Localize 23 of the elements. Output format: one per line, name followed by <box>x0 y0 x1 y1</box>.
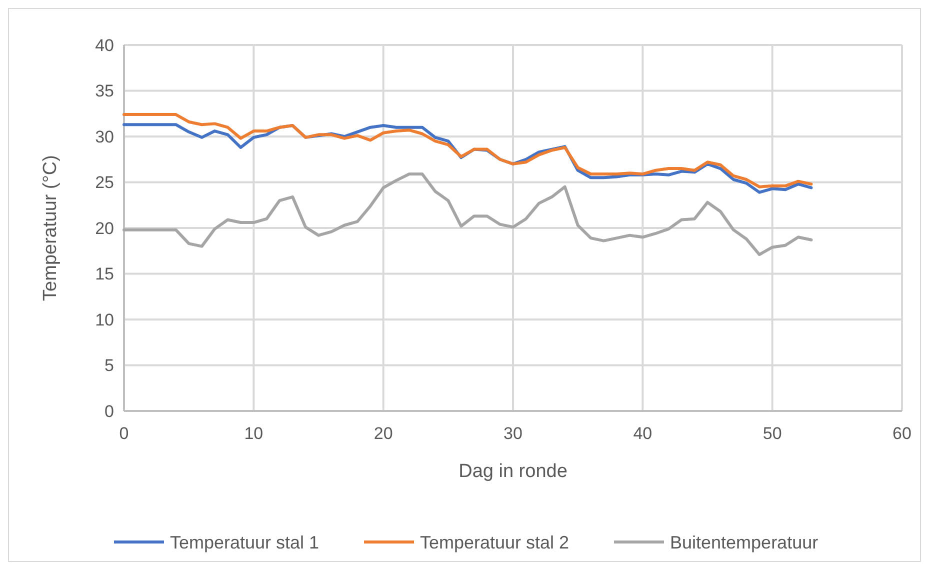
y-tick-label: 10 <box>95 310 114 330</box>
line-series <box>122 113 813 188</box>
legend-label: Temperatuur stal 2 <box>420 532 570 552</box>
x-tick-label: 30 <box>504 424 522 443</box>
y-tick-label: 0 <box>104 402 114 421</box>
x-axis-title: Dag in ronde <box>458 461 568 482</box>
y-tick-label: 35 <box>95 82 114 101</box>
line-series <box>122 172 813 256</box>
x-tick-label: 0 <box>119 424 129 443</box>
legend-label: Temperatuur stal 1 <box>170 532 320 552</box>
legend-label: Buitentemperatuur <box>670 532 818 552</box>
x-tick-label: 20 <box>374 424 393 443</box>
y-tick-label: 30 <box>95 127 114 146</box>
x-tick-label: 50 <box>762 424 782 443</box>
x-tick-label: 40 <box>633 424 652 443</box>
x-tick-label: 10 <box>244 424 264 443</box>
y-tick-label: 5 <box>104 356 114 376</box>
y-tick-label: 40 <box>95 36 114 55</box>
y-axis-title: Temperatuur (°C) <box>40 155 61 301</box>
y-tick-label: 15 <box>95 264 114 284</box>
y-tick-label: 20 <box>95 218 114 238</box>
y-tick-label: 25 <box>95 173 114 192</box>
x-tick-label: 60 <box>892 424 912 443</box>
